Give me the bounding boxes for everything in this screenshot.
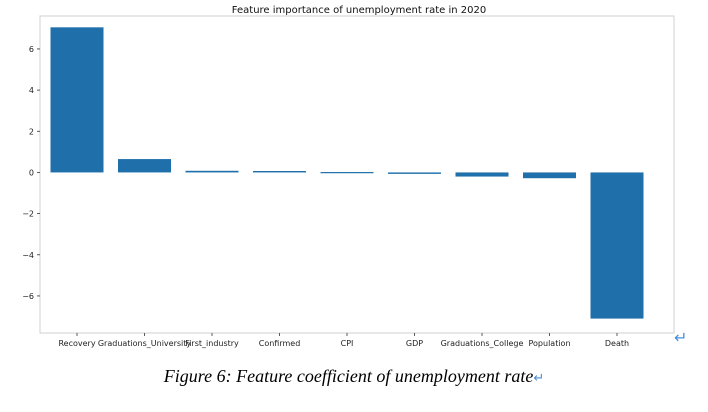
x-tick-label: Graduations_College bbox=[441, 339, 524, 348]
x-tick-label: First_industry bbox=[185, 339, 239, 348]
bar-death bbox=[590, 172, 644, 319]
y-tick-label: 4 bbox=[29, 86, 34, 95]
bar-graduations-university bbox=[118, 159, 171, 173]
y-tick-label: 2 bbox=[29, 127, 34, 136]
caption-text: Figure 6: Feature coefficient of unemplo… bbox=[163, 366, 534, 386]
bar-recovery bbox=[50, 27, 104, 173]
bar-gdp bbox=[388, 172, 441, 174]
plot-frame bbox=[39, 15, 675, 334]
y-tick-label: 6 bbox=[29, 45, 34, 54]
y-tick-label: −2 bbox=[22, 210, 34, 219]
bar-population bbox=[523, 172, 576, 179]
y-tick-label: −4 bbox=[22, 251, 34, 260]
bar-chart: Feature importance of unemployment rate … bbox=[22, 5, 675, 348]
edge-return-mark-icon: ↵ bbox=[674, 328, 688, 347]
y-tick-label: 0 bbox=[29, 168, 34, 177]
return-mark-icon: ↵ bbox=[533, 370, 545, 385]
y-tick-label: −6 bbox=[22, 292, 34, 301]
figure-caption: Figure 6: Feature coefficient of unemplo… bbox=[0, 366, 708, 387]
x-tick-label: Confirmed bbox=[259, 339, 301, 348]
bar-first-industry bbox=[185, 170, 239, 173]
x-tick-label: GDP bbox=[406, 339, 423, 348]
x-tick-label: CPI bbox=[341, 339, 354, 348]
chart-title: Feature importance of unemployment rate … bbox=[232, 5, 486, 16]
x-tick-label: Death bbox=[605, 339, 629, 348]
x-tick-label: Graduations_University bbox=[98, 339, 192, 348]
x-tick-label: Population bbox=[528, 339, 570, 348]
bar-graduations-college bbox=[455, 172, 509, 177]
bar-confirmed bbox=[253, 171, 306, 173]
x-tick-label: Recovery bbox=[58, 339, 95, 348]
bar-cpi bbox=[320, 172, 374, 174]
